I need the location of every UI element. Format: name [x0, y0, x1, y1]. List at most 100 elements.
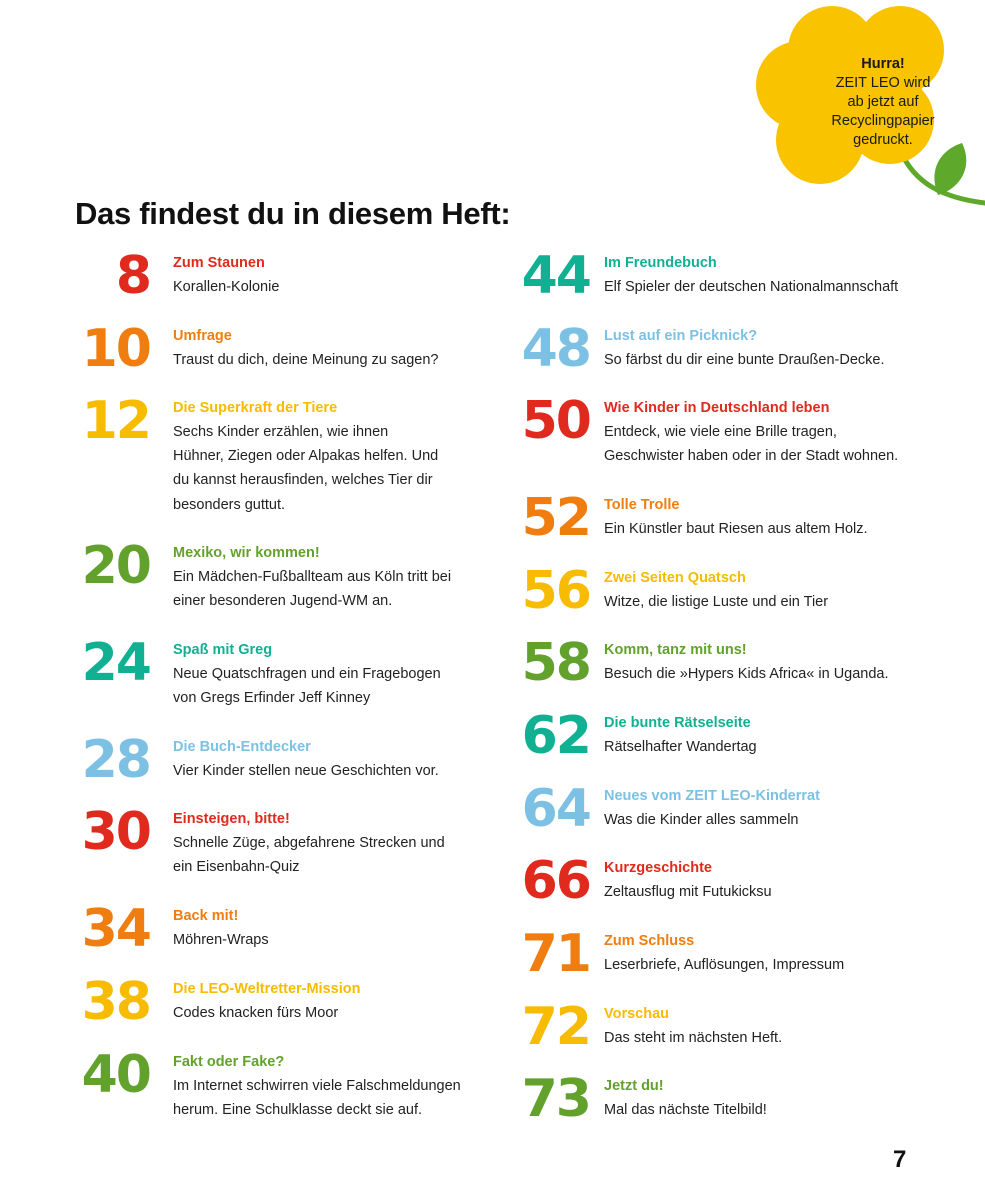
entry-description-line: Rätselhafter Wandertag [604, 739, 757, 755]
entry-description: Korallen-Kolonie [173, 275, 490, 299]
entry-description-line: Neue Quatschfragen und ein Fragebogen [173, 666, 441, 682]
recycling-note-line: gedruckt. [853, 132, 913, 148]
entry-heading: Die Buch-Entdecker [173, 739, 311, 755]
entry-text: Die LEO-Weltretter-Mission Codes knacken … [173, 980, 490, 1025]
entry-page-number: 73 [521, 1069, 592, 1129]
entry-text: Kurzgeschichte Zeltausflug mit Futukicksu [604, 859, 950, 904]
entry-description-line: Ein Künstler baut Riesen aus altem Holz. [604, 521, 868, 537]
entry-text: Vorschau Das steht im nächsten Heft. [604, 1005, 950, 1050]
entry-description: Codes knacken fürs Moor [173, 1001, 490, 1025]
entry-description: Neue Quatschfragen und ein Fragebogen von… [173, 662, 490, 710]
entry-description: Besuch die »Hypers Kids Africa« in Ugand… [604, 662, 950, 686]
entry-heading: Back mit! [173, 908, 239, 924]
entry-description: Elf Spieler der deutschen Nationalmannsc… [604, 275, 950, 299]
entry-description: Sechs Kinder erzählen, wie ihnen Hühner, … [173, 420, 490, 517]
entry-heading: Spaß mit Greg [173, 642, 273, 658]
entry-text: Komm, tanz mit uns! Besuch die »Hypers Ki… [604, 641, 950, 686]
entry-heading: Umfrage [173, 328, 232, 344]
entry-text: Jetzt du! Mal das nächste Titelbild! [604, 1077, 950, 1122]
page-title: Das findest du in diesem Heft: [75, 196, 511, 231]
recycling-note-headline: Hurra! [861, 56, 905, 72]
entry-description: Leserbriefe, Auflösungen, Impressum [604, 953, 950, 977]
flower-icon [756, 6, 985, 206]
entry-heading: Neues vom ZEIT LEO-Kinderrat [604, 788, 820, 804]
entry-text: Tolle Trolle Ein Künstler baut Riesen aus… [604, 496, 950, 541]
entry-description-line: Hühner, Ziegen oder Alpakas helfen. Und [173, 448, 439, 465]
entry-page-number: 8 [115, 246, 152, 306]
entry-description-line: Sechs Kinder erzählen, wie ihnen [173, 424, 389, 440]
entry-description-line: herum. Eine Schulklasse deckt sie auf. [173, 1102, 423, 1119]
entry-description: Was die Kinder alles sammeln [604, 808, 950, 832]
entry-description-line: Ein Mädchen-Fußballteam aus Köln tritt b… [173, 569, 452, 585]
entry-page-number: 64 [521, 779, 592, 839]
entry-description-line: Vier Kinder stellen neue Geschichten vor… [173, 763, 439, 779]
entry-description: Das steht im nächsten Heft. [604, 1026, 950, 1050]
entry-description: Ein Mädchen-Fußballteam aus Köln tritt b… [173, 565, 490, 613]
recycling-note-line: Recyclingpapier [831, 113, 935, 129]
entry-heading: Die Superkraft der Tiere [173, 400, 338, 416]
entry-description-line: du kannst herausfinden, welches Tier dir [173, 472, 433, 489]
entry-description-line: Möhren-Wraps [173, 932, 269, 948]
page-number: 7 [893, 1146, 907, 1173]
entry-page-number: 10 [81, 319, 152, 379]
recycling-note-line: ZEIT LEO wird [835, 75, 931, 91]
entry-description: Zeltausflug mit Futukicksu [604, 880, 950, 904]
entry-page-number: 71 [521, 924, 592, 984]
entry-description: Rätselhafter Wandertag [604, 735, 950, 759]
entry-description: Im Internet schwirren viele Falschmeldun… [173, 1074, 490, 1122]
entry-description: So färbst du dir eine bunte Draußen-Deck… [604, 348, 950, 372]
entry-description: Traust du dich, deine Meinung zu sagen? [173, 348, 490, 372]
entry-page-number: 52 [521, 488, 592, 548]
entry-heading: Komm, tanz mit uns! [604, 642, 747, 658]
entry-page-number: 44 [521, 246, 592, 306]
entry-page-number: 30 [81, 802, 152, 862]
entry-description-line: Das steht im nächsten Heft. [604, 1030, 783, 1046]
entry-description-line: ein Eisenbahn-Quiz [173, 859, 300, 876]
entry-description-line: Leserbriefe, Auflösungen, Impressum [604, 957, 845, 973]
entry-heading: Tolle Trolle [604, 497, 680, 513]
entry-page-number: 12 [81, 391, 152, 451]
entry-text: Back mit! Möhren-Wraps [173, 907, 490, 952]
entry-heading: Im Freundebuch [604, 255, 717, 271]
entry-description-line: Elf Spieler der deutschen Nationalmannsc… [604, 279, 899, 295]
entry-page-number: 58 [521, 633, 592, 693]
entry-page-number: 66 [521, 851, 592, 911]
entry-description-line: Im Internet schwirren viele Falschmeldun… [173, 1078, 461, 1094]
entry-heading: Zum Schluss [604, 933, 695, 949]
entry-text: Lust auf ein Picknick? So färbst du dir e… [604, 327, 950, 372]
recycling-flower-badge: Hurra! ZEIT LEO wird ab jetzt auf Recycl… [740, 0, 985, 220]
entry-description-line: Codes knacken fürs Moor [173, 1005, 339, 1021]
entry-heading: Zum Staunen [173, 255, 265, 271]
entry-description-line: So färbst du dir eine bunte Draußen-Deck… [604, 352, 885, 368]
entry-heading: Zwei Seiten Quatsch [604, 570, 746, 586]
entry-description: Witze, die listige Luste und ein Tier [604, 590, 950, 614]
entry-description: Entdeck, wie viele eine Brille tragen, Ge… [604, 420, 950, 468]
entry-text: Neues vom ZEIT LEO-Kinderrat Was die Kind… [604, 787, 950, 832]
entry-description-line: Witze, die listige Luste und ein Tier [604, 594, 829, 610]
entry-text: Zwei Seiten Quatsch Witze, die listige Lu… [604, 569, 950, 614]
entry-description-line: Mal das nächste Titelbild! [604, 1102, 767, 1118]
entry-page-number: 56 [521, 561, 592, 621]
entry-heading: Die LEO-Weltretter-Mission [173, 981, 361, 997]
recycling-note-line: ab jetzt auf [847, 94, 919, 110]
entry-page-number: 72 [521, 997, 592, 1057]
entry-description: Mal das nächste Titelbild! [604, 1098, 950, 1122]
entry-heading: Mexiko, wir kommen! [173, 545, 320, 561]
entry-heading: Lust auf ein Picknick? [604, 328, 758, 344]
entry-description: Vier Kinder stellen neue Geschichten vor… [173, 759, 490, 783]
entry-text: Mexiko, wir kommen! Ein Mädchen-Fußballte… [173, 544, 490, 613]
entry-page-number: 48 [521, 319, 592, 379]
entry-description-line: Was die Kinder alles sammeln [604, 812, 799, 828]
entry-page-number: 38 [81, 972, 152, 1032]
entry-text: Umfrage Traust du dich, deine Meinung zu … [173, 327, 490, 372]
entry-text: Einsteigen, bitte! Schnelle Züge, abgefah… [173, 810, 490, 879]
entry-heading: Die bunte Rätselseite [604, 715, 751, 731]
entry-description-line: Schnelle Züge, abgefahrene Strecken und [173, 835, 445, 851]
entry-heading: Kurzgeschichte [604, 860, 712, 876]
entry-page-number: 34 [81, 899, 152, 959]
entry-text: Wie Kinder in Deutschland leben Entdeck, … [604, 399, 950, 468]
entry-text: Die bunte Rätselseite Rätselhafter Wander… [604, 714, 950, 759]
entry-description: Schnelle Züge, abgefahrene Strecken und e… [173, 831, 490, 879]
entry-description-line: Zeltausflug mit Futukicksu [604, 884, 772, 900]
entry-description-line: besonders guttut. [173, 496, 286, 513]
